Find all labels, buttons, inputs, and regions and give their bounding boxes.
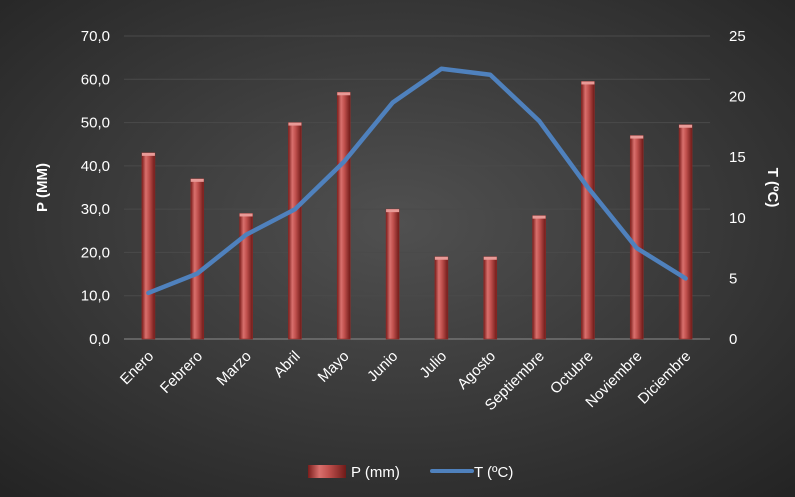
y2-tick-label: 0 xyxy=(729,331,737,348)
precipitation-bar-top xyxy=(337,92,351,96)
y2-tick-label: 20 xyxy=(729,89,746,106)
y-tick-label: 10,0 xyxy=(81,288,110,305)
precipitation-bar-top xyxy=(630,135,644,139)
legend-swatch-precipitation xyxy=(308,465,346,478)
y-axis-title: P (MM) xyxy=(34,163,51,212)
precipitation-bar xyxy=(190,178,205,340)
precipitation-bar xyxy=(678,124,693,340)
precipitation-bar xyxy=(532,215,546,340)
y2-axis-title: T (ºC) xyxy=(764,168,781,208)
temperature-line-group xyxy=(146,66,688,296)
legend-label-temperature: T (ºC) xyxy=(474,464,513,481)
precipitation-bar-top xyxy=(581,81,595,85)
precipitation-bar xyxy=(483,256,498,340)
precipitation-bar-top xyxy=(532,215,546,219)
precipitation-bar xyxy=(288,122,302,340)
precipitation-bar-top xyxy=(386,209,400,213)
precipitation-bar xyxy=(629,135,644,340)
y2-tick-label: 10 xyxy=(729,210,746,227)
precipitation-bar xyxy=(336,91,351,340)
y2-tick-label: 5 xyxy=(729,270,737,287)
precipitation-bar-top xyxy=(141,152,155,156)
precipitation-bar-top xyxy=(288,122,302,126)
precipitation-bar-top xyxy=(239,213,253,217)
precipitation-bar-top xyxy=(679,124,693,128)
legend-label-precipitation: P (mm) xyxy=(351,464,400,481)
precipitation-bar xyxy=(434,256,449,340)
precipitation-bar-top xyxy=(190,178,204,182)
y-tick-label: 50,0 xyxy=(81,115,110,132)
y-tick-label: 30,0 xyxy=(81,201,110,218)
y2-tick-label: 25 xyxy=(729,28,746,45)
precipitation-bar-top xyxy=(483,256,497,260)
legend: P (mm) T (ºC) xyxy=(308,464,513,481)
y2-tick-label: 15 xyxy=(729,149,746,166)
precipitation-bar xyxy=(385,208,400,340)
y-tick-label: 20,0 xyxy=(81,244,110,261)
temperature-line xyxy=(146,66,688,296)
precipitation-bar xyxy=(581,81,595,340)
y-tick-label: 0,0 xyxy=(89,331,110,348)
y-tick-label: 40,0 xyxy=(81,158,110,175)
y-tick-label: 70,0 xyxy=(81,28,110,45)
y-tick-label: 60,0 xyxy=(81,71,110,88)
precipitation-bar xyxy=(141,152,156,340)
precipitation-bar-top xyxy=(434,256,448,260)
